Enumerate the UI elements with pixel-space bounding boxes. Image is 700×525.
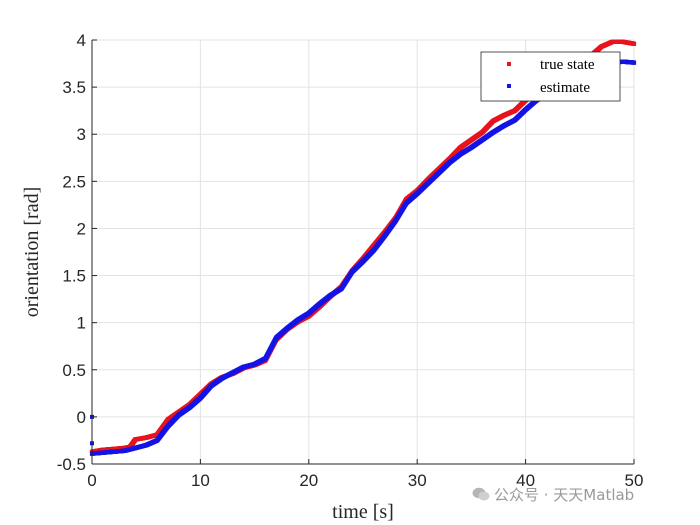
legend-marker-true-state	[507, 62, 511, 66]
true-state-point-1428	[631, 41, 637, 46]
wechat-icon	[472, 487, 490, 501]
x-tick-label-2: 20	[299, 471, 318, 490]
legend-box	[480, 51, 621, 102]
x-tick-label-1: 10	[191, 471, 210, 490]
y-tick-label-2: 0.5	[62, 361, 86, 380]
legend-label-estimate: estimate	[540, 80, 590, 96]
y-tick-label-4: 1.5	[62, 267, 86, 286]
y-tick-label-9: 4	[77, 31, 86, 50]
x-tick-label-5: 50	[625, 471, 644, 490]
legend-marker-estimate	[507, 84, 511, 88]
y-tick-label-7: 3	[77, 125, 86, 144]
y-tick-labels: -0.5 0 0.5 1 1.5 2 2.5 3 3.5 4	[57, 31, 86, 474]
legend: true state estimate	[480, 51, 621, 102]
y-tick-label-5: 2	[77, 219, 86, 238]
x-axis-label: time [s]	[332, 501, 394, 523]
legend-label-true-state: true state	[540, 57, 595, 73]
x-tick-label-0: 0	[87, 471, 96, 490]
y-tick-label-6: 2.5	[62, 172, 86, 191]
y-tick-label-0: -0.5	[57, 455, 86, 474]
x-tick-label-3: 30	[408, 471, 427, 490]
estimate-point-1400	[631, 60, 637, 65]
axes	[91, 39, 635, 465]
watermark: 公众号 · 天天Matlab	[472, 484, 634, 505]
x-tick-label-4: 40	[516, 471, 535, 490]
grid-lines	[91, 39, 635, 465]
x-tick-labels: 0 10 20 30 40 50	[87, 471, 643, 490]
y-tick-label-3: 1	[77, 314, 86, 333]
y-axis-label: orientation [rad]	[21, 187, 43, 318]
watermark-text: 公众号 · 天天Matlab	[494, 486, 635, 504]
plot-background	[92, 40, 634, 464]
y-tick-label-1: 0	[77, 408, 86, 427]
y-tick-label-8: 3.5	[62, 78, 86, 97]
